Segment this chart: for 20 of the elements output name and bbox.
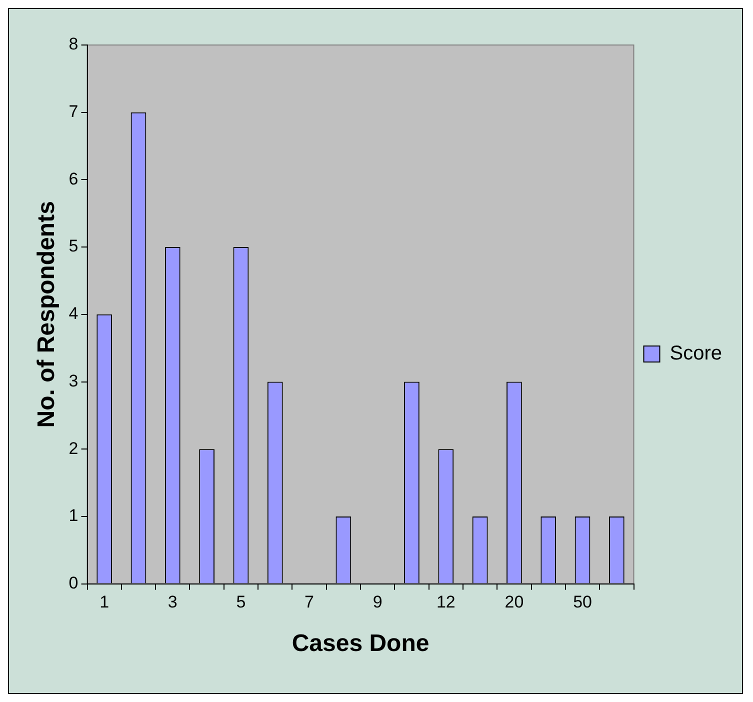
y-tick-label: 4 (68, 304, 78, 324)
x-axis-title: Cases Done (292, 630, 430, 658)
x-tick-label: 5 (236, 592, 246, 612)
y-tick-label: 0 (68, 573, 78, 592)
y-axis-title: No. of Respondents (33, 201, 60, 428)
y-tick-label: 7 (68, 102, 78, 122)
y-tick-label: 3 (68, 371, 78, 390)
y-tick-label: 5 (68, 236, 78, 256)
x-tick-label: 9 (372, 592, 382, 612)
y-tick-label: 2 (68, 438, 78, 458)
x-tick-label: 12 (436, 592, 456, 612)
y-tick-label: 8 (68, 34, 78, 54)
x-tick-label: 3 (168, 592, 178, 612)
y-tick-label: 1 (68, 506, 78, 526)
x-tick-label: 50 (573, 592, 592, 612)
legend-label: Score (670, 342, 722, 365)
y-tick-label: 6 (68, 169, 78, 188)
x-tick-label: 1 (100, 592, 110, 612)
x-tick-label: 20 (504, 592, 524, 612)
x-tick-label: 7 (304, 592, 314, 612)
